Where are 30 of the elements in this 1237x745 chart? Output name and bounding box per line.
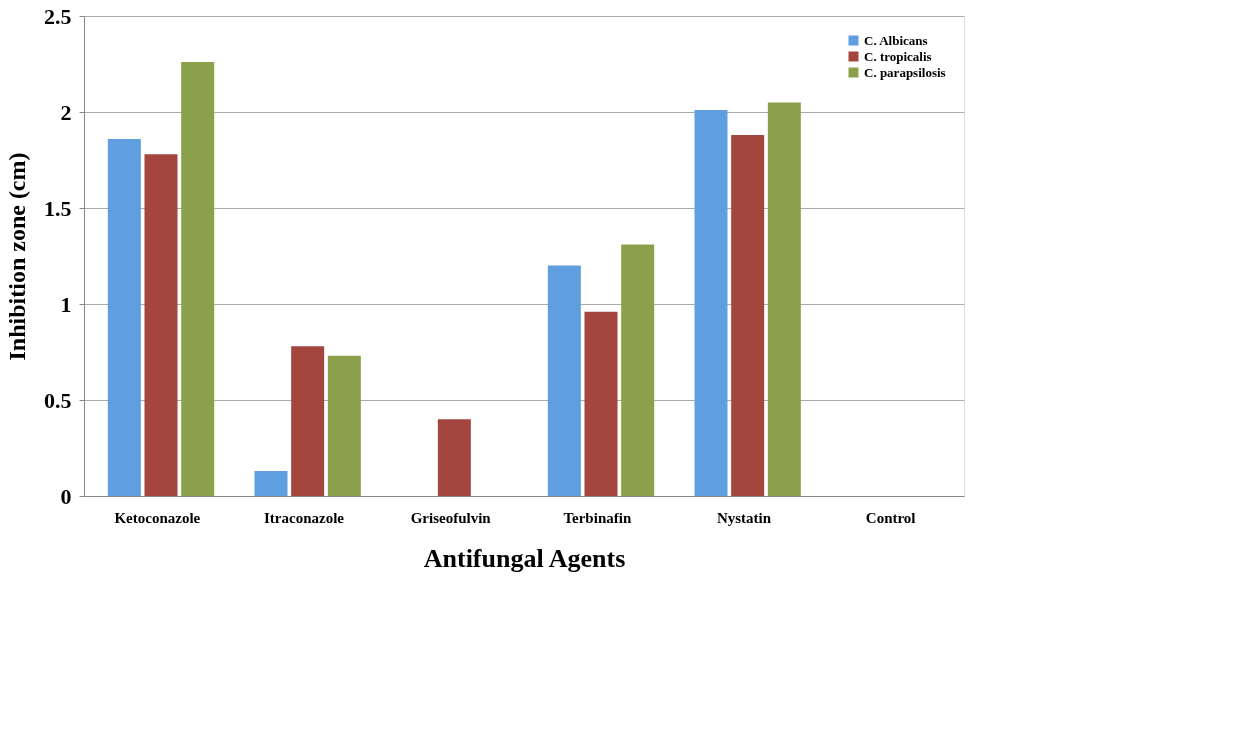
bar — [107, 138, 141, 496]
bar — [437, 419, 471, 496]
legend-label: C. Albicans — [864, 32, 928, 48]
legend-label: C. parapsilosis — [864, 64, 946, 80]
y-axis-title: Inhibition zone (cm) — [4, 152, 30, 361]
y-tick-label: 0 — [60, 483, 72, 509]
y-tick-label: 2.5 — [44, 3, 72, 29]
y-tick-label: 2 — [60, 99, 72, 125]
y-tick-label: 0.5 — [44, 387, 72, 413]
x-axis-title: Antifungal Agents — [423, 543, 626, 573]
x-tick-label: Nystatin — [716, 509, 772, 526]
bar — [731, 135, 765, 496]
bar — [144, 154, 178, 496]
bar — [181, 62, 215, 496]
bar — [254, 471, 288, 496]
bar — [621, 244, 655, 496]
x-tick-label: Terbinafin — [563, 509, 632, 526]
x-tick-label: Griseofulvin — [410, 509, 492, 526]
x-tick-label: Itraconazole — [264, 509, 345, 526]
bar — [694, 110, 728, 496]
y-tick-label: 1 — [60, 291, 72, 317]
y-tick-label: 1.5 — [44, 195, 72, 221]
bar — [291, 346, 325, 496]
x-tick-label: Ketoconazole — [114, 509, 201, 526]
bar — [547, 265, 581, 496]
bar — [767, 102, 801, 496]
legend-label: C. tropicalis — [864, 48, 932, 64]
bar — [584, 311, 618, 496]
x-tick-label: Control — [865, 509, 916, 526]
bar — [327, 355, 361, 496]
